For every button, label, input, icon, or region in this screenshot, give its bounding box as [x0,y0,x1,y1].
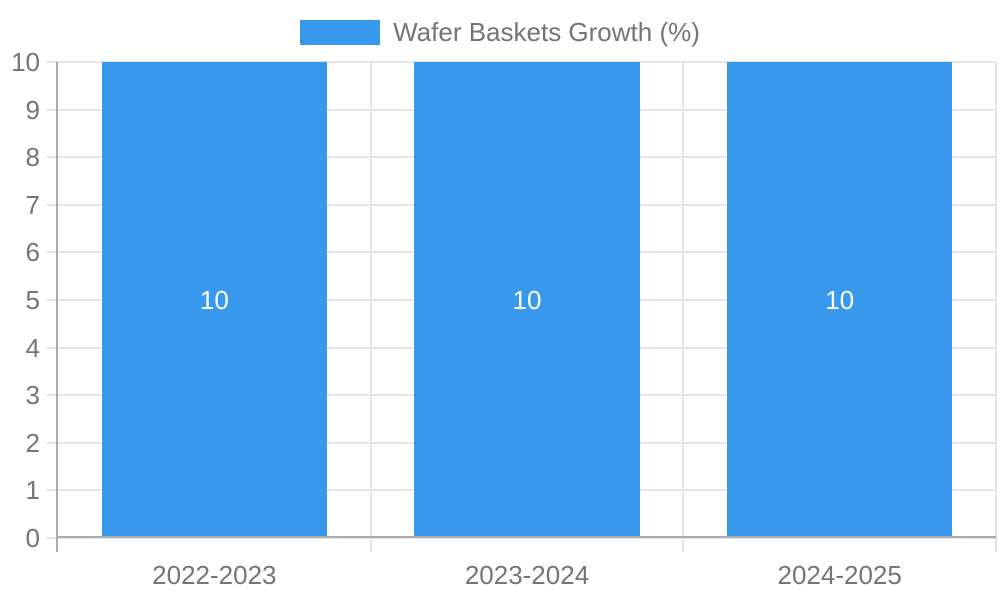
bar[interactable] [414,62,640,538]
bar[interactable] [101,62,327,538]
bar-value-label: 10 [512,285,542,315]
y-axis-tick-label: 0 [25,523,40,553]
y-axis-tick-label: 4 [25,332,40,363]
h-gridline [46,537,996,539]
x-axis-category-label: 2024-2025 [777,560,902,590]
x-axis-line [56,536,996,538]
y-axis-tick-label: 9 [25,94,40,125]
legend[interactable]: Wafer Baskets Growth (%) [0,19,1000,46]
bar-value-label: 10 [825,285,855,315]
y-axis-line [56,62,58,552]
y-axis-tick-label: 8 [25,142,40,173]
y-axis-tick-label: 10 [11,47,40,77]
v-gridline [682,62,685,552]
bar[interactable] [727,62,953,538]
y-axis-tick-label: 2 [25,427,40,458]
y-axis-tick-label: 5 [25,285,40,315]
legend-color-swatch [300,20,381,45]
v-gridline [369,62,372,552]
x-axis-category-label: 2022-2023 [152,560,277,590]
legend-series-label: Wafer Baskets Growth (%) [393,17,700,47]
y-axis-tick-label: 1 [25,475,40,506]
x-axis-category-label: 2023-2024 [464,560,590,590]
y-axis-tick-label: 6 [25,237,40,268]
y-axis-tick-label: 3 [25,380,40,411]
v-gridline [995,62,997,552]
bar-value-label: 10 [199,285,229,315]
y-axis-tick-label: 7 [25,189,40,220]
